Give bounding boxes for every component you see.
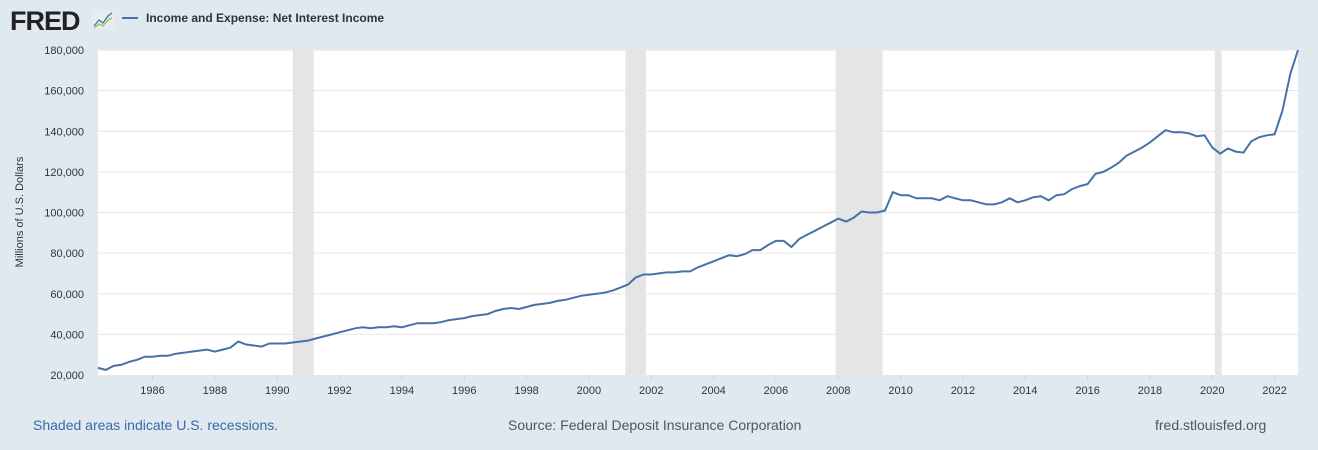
x-tick-label: 1988 bbox=[203, 385, 227, 397]
x-tick-label: 1990 bbox=[265, 385, 289, 397]
y-tick-label: 60,000 bbox=[50, 289, 84, 301]
x-tick-label: 2022 bbox=[1262, 385, 1286, 397]
legend-swatch bbox=[122, 17, 138, 19]
x-tick-label: 2020 bbox=[1200, 385, 1224, 397]
x-tick-label: 1998 bbox=[514, 385, 538, 397]
x-tick-label: 2016 bbox=[1075, 385, 1099, 397]
series-line bbox=[97, 49, 1299, 371]
legend: Income and Expense: Net Interest Income bbox=[122, 11, 384, 25]
x-tick-label: 2018 bbox=[1138, 385, 1162, 397]
x-tick-label: 1992 bbox=[327, 385, 351, 397]
x-tick-label: 2012 bbox=[951, 385, 975, 397]
fred-logo[interactable]: FRED bbox=[10, 6, 80, 36]
source-text: Source: Federal Deposit Insurance Corpor… bbox=[508, 417, 802, 433]
y-tick-label: 100,000 bbox=[44, 208, 84, 220]
fred-chart-icon bbox=[92, 10, 114, 30]
x-tick-label: 1996 bbox=[452, 385, 476, 397]
x-tick-label: 2004 bbox=[701, 385, 725, 397]
x-tick-label: 2000 bbox=[577, 385, 601, 397]
x-tick-label: 1994 bbox=[390, 385, 414, 397]
y-tick-label: 20,000 bbox=[50, 370, 84, 382]
x-tick-label: 2010 bbox=[888, 385, 912, 397]
y-tick-label: 80,000 bbox=[50, 248, 84, 260]
x-tick-label: 2008 bbox=[826, 385, 850, 397]
recession-note-link[interactable]: Shaded areas indicate U.S. recessions. bbox=[33, 417, 279, 433]
y-tick-label: 160,000 bbox=[44, 86, 84, 98]
y-tick-label: 180,000 bbox=[44, 45, 84, 57]
x-tick-label: 2014 bbox=[1013, 385, 1037, 397]
site-link[interactable]: fred.stlouisfed.org bbox=[1155, 417, 1267, 433]
y-tick-label: 140,000 bbox=[44, 126, 84, 138]
y-axis-title: Millions of U.S. Dollars bbox=[14, 156, 26, 267]
x-tick-label: 2006 bbox=[764, 385, 788, 397]
legend-label: Income and Expense: Net Interest Income bbox=[146, 11, 385, 25]
x-tick-label: 2002 bbox=[639, 385, 663, 397]
y-tick-label: 40,000 bbox=[50, 329, 84, 341]
y-tick-label: 120,000 bbox=[44, 167, 84, 179]
x-tick-label: 1986 bbox=[140, 385, 164, 397]
